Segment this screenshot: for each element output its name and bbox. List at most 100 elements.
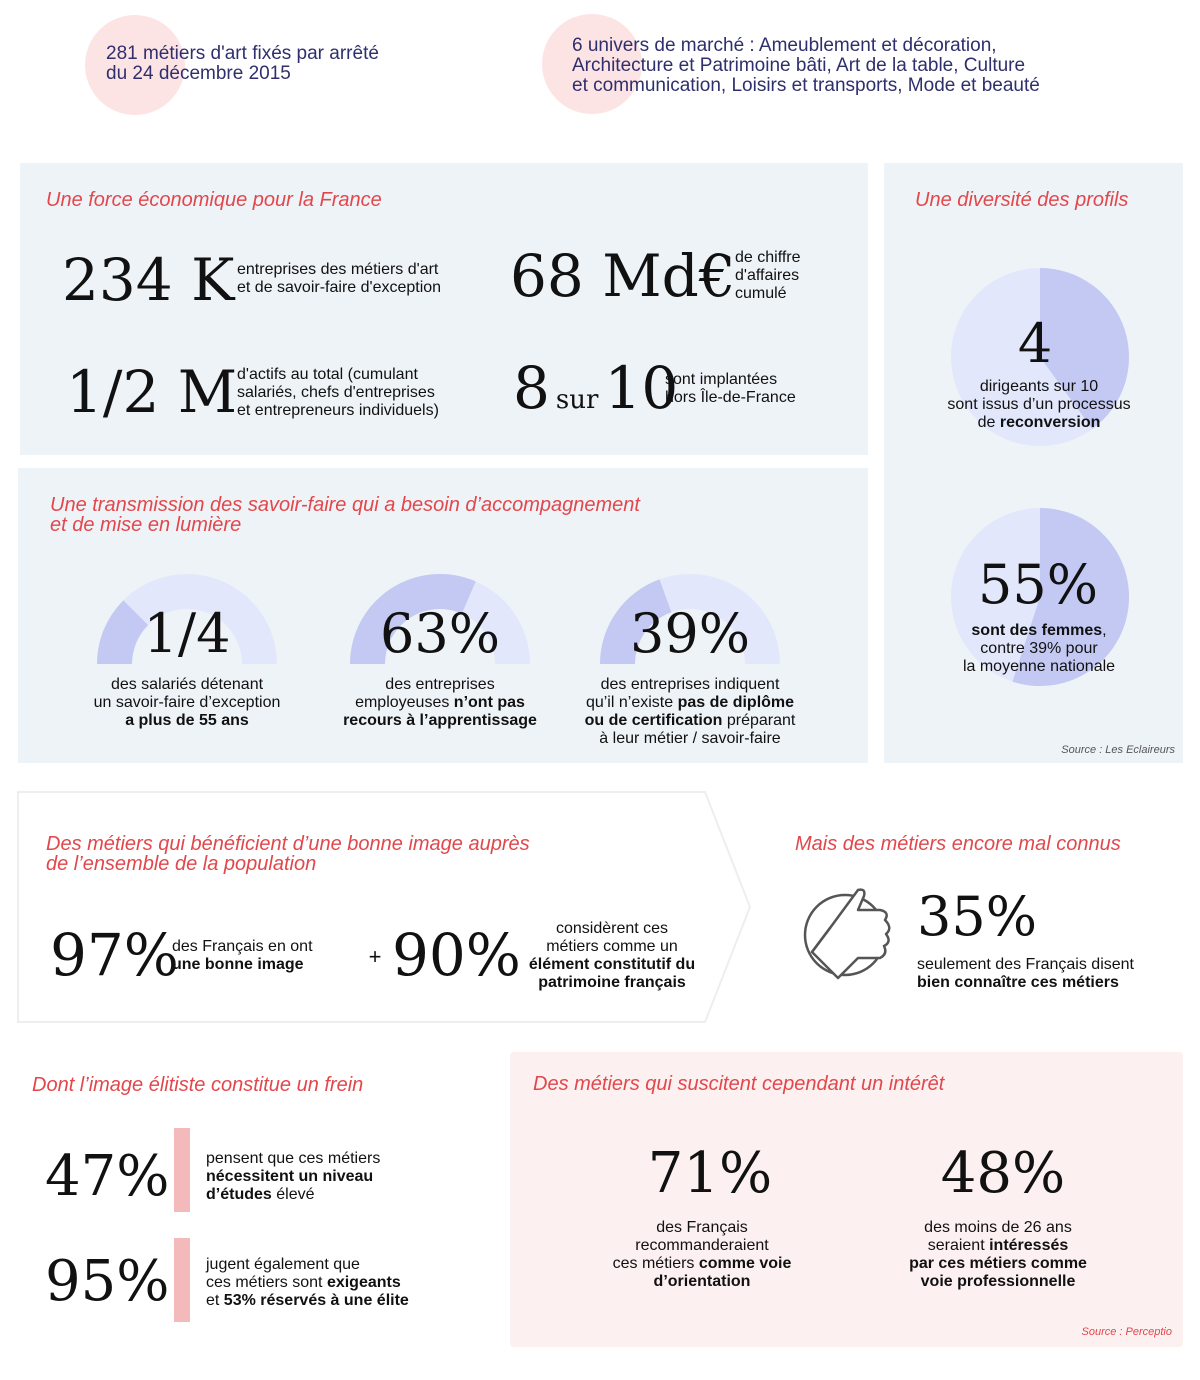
description-line: sont implantées	[665, 371, 777, 388]
text-run: hors Île-de-France	[665, 387, 796, 406]
description-line: métiers comme un	[546, 938, 678, 955]
bold-text: une bonne image	[172, 956, 304, 973]
bold-text: d’études	[206, 1186, 272, 1203]
description-line: et communication, Loisirs et transports,…	[572, 75, 1040, 96]
panel	[510, 1052, 1183, 1347]
text-run: de l’ensemble de la population	[46, 853, 316, 875]
description-line: entreprises des métiers d'art	[237, 261, 439, 278]
text-run: un savoir-faire d’exception	[94, 694, 281, 711]
description-line: et de mise en lumière	[50, 514, 241, 536]
description-line: salariés, chefs d'entreprises	[237, 384, 435, 401]
figure: 90%	[392, 921, 521, 989]
text-run: contre 39% pour	[980, 640, 1098, 657]
text-run: des entreprises	[385, 676, 494, 693]
text-run: recommanderaient	[635, 1237, 769, 1254]
bold-text: élément constitutif du	[529, 956, 695, 973]
text-run: pensent que ces métiers	[206, 1150, 380, 1167]
text-run: ces métiers	[613, 1255, 699, 1272]
description-line: sont des femmes,	[971, 622, 1106, 639]
figure-part: sur	[556, 385, 599, 415]
description-line: des entreprises	[385, 676, 494, 693]
text-run: sont implantées	[665, 371, 777, 388]
figure: 68 Md€	[510, 242, 736, 310]
figure: 55%	[978, 553, 1098, 616]
text-run: des Français	[656, 1219, 748, 1236]
description-line: contre 39% pour	[980, 640, 1098, 657]
description-line: Des métiers qui bénéficient d’une bonne …	[46, 833, 530, 855]
description-line: cumulé	[735, 285, 787, 302]
text-run: employeuses	[355, 694, 454, 711]
description-line: ou de certification préparant	[585, 712, 796, 729]
text-run: cumulé	[735, 285, 787, 302]
bold-text: reconversion	[1000, 414, 1100, 431]
text-run: de chiffre	[735, 249, 801, 266]
panel	[20, 163, 868, 455]
description-line: des entreprises indiquent	[601, 676, 780, 693]
description-line: seulement des Français disent	[917, 956, 1135, 973]
text-run: la moyenne nationale	[963, 658, 1115, 675]
text-run: élevé	[272, 1186, 315, 1203]
text-run: Architecture et Patrimoine bâti, Art de …	[572, 55, 1025, 76]
description-line: ces métiers comme voie	[613, 1255, 792, 1272]
description-line: et de savoir-faire d'exception	[237, 279, 441, 296]
description-line: nécessitent un niveau	[206, 1168, 373, 1185]
description-line: recommanderaient	[635, 1237, 769, 1254]
description-line: 6 univers de marché : Ameublement et déc…	[572, 35, 997, 56]
text-run: et communication, Loisirs et transports,…	[572, 75, 1040, 96]
text-run: 281 métiers d'art fixés par arrêté	[106, 43, 379, 64]
description-line: élément constitutif du	[529, 956, 695, 973]
accent-bar	[174, 1128, 190, 1212]
description-line: bien connaître ces métiers	[917, 974, 1119, 991]
pie-slice	[1012, 508, 1130, 686]
text-run: métiers comme un	[546, 938, 678, 955]
bold-text: nécessitent un niveau	[206, 1168, 373, 1185]
source: Source : Perceptio	[1082, 1326, 1173, 1338]
header-dot	[542, 14, 642, 114]
description-line: voie professionnelle	[921, 1273, 1076, 1290]
bold-text: voie professionnelle	[921, 1273, 1076, 1290]
gauge-fill	[600, 579, 672, 664]
figure: 97%	[50, 921, 179, 989]
description-line: la moyenne nationale	[963, 658, 1115, 675]
text-run: seulement des Français disent	[917, 956, 1135, 973]
description-line: des Français	[656, 1219, 748, 1236]
description-line: patrimoine français	[538, 974, 686, 991]
figure-part: 8	[513, 354, 550, 422]
gauge-track	[97, 574, 277, 664]
text-run: jugent également que	[205, 1256, 360, 1273]
accent-bar	[174, 1238, 190, 1322]
plus-sign: +	[369, 944, 382, 969]
text-run: entreprises des métiers d'art	[237, 261, 439, 278]
text-run: seraient	[928, 1237, 989, 1254]
bold-text: d’orientation	[654, 1273, 751, 1290]
figure: 8 sur 10	[513, 354, 678, 422]
gauge-fill	[350, 573, 476, 664]
description-line: à leur métier / savoir-faire	[599, 730, 780, 747]
pie-slice	[1040, 268, 1129, 429]
text-run: sont issus d’un processus	[947, 396, 1130, 413]
description-line: de reconversion	[978, 414, 1101, 431]
description-line: Architecture et Patrimoine bâti, Art de …	[572, 55, 1025, 76]
text-run: d'affaires	[735, 267, 799, 284]
description-line: par ces métiers comme	[909, 1255, 1087, 1272]
text-run: du 24 décembre 2015	[106, 63, 291, 84]
description-line: des Français en ont	[172, 938, 313, 955]
description-line: dirigeants sur 10	[980, 378, 1098, 395]
description-line: qu’il n’existe pas de diplôme	[586, 694, 794, 711]
description-line: Une transmission des savoir-faire qui a …	[50, 494, 641, 516]
text-run: préparant	[722, 712, 795, 729]
bold-text: par ces métiers comme	[909, 1255, 1087, 1272]
description-line: 281 métiers d'art fixés par arrêté	[106, 43, 379, 64]
section-title: Une force économique pour la France	[46, 189, 382, 211]
bold-text: intéressés	[989, 1237, 1068, 1254]
bold-text: 53% réservés à une élite	[224, 1292, 409, 1309]
text-run: Des métiers qui bénéficient d’une bonne …	[46, 833, 530, 855]
description-line: seraient intéressés	[928, 1237, 1069, 1254]
figure: 39%	[630, 602, 750, 665]
description-line: et 53% réservés à une élite	[206, 1292, 409, 1309]
section-title: Une diversité des profils	[915, 189, 1128, 211]
description-line: un savoir-faire d’exception	[94, 694, 281, 711]
description-line: d'actifs au total (cumulant	[237, 366, 418, 383]
